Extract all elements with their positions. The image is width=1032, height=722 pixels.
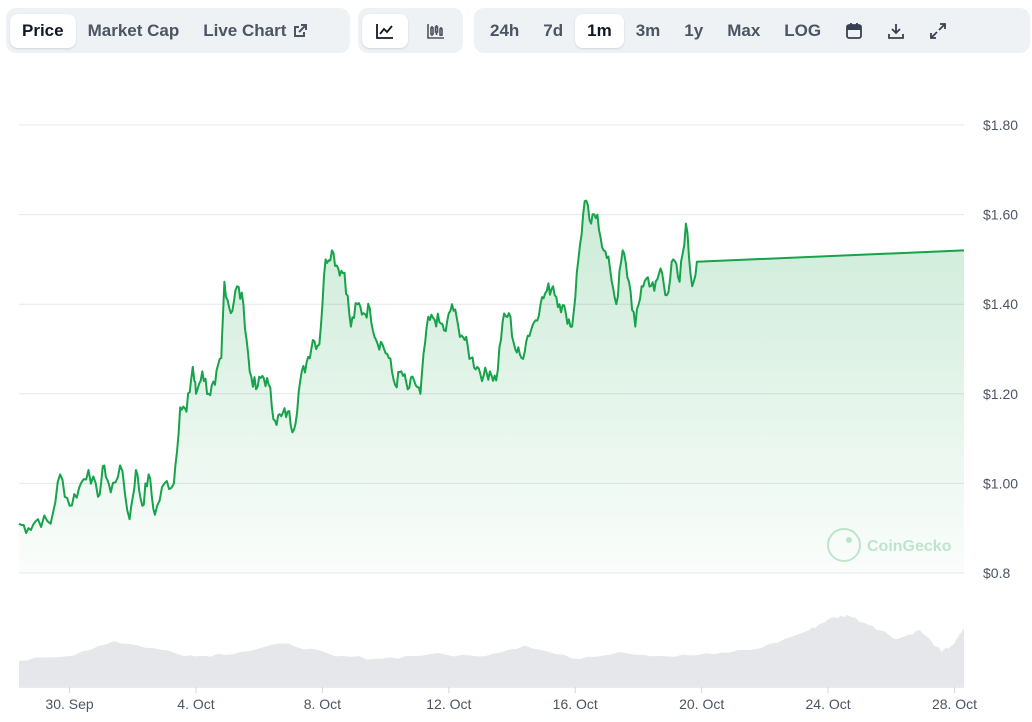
x-tick-label: 30. Sep — [45, 696, 93, 712]
range-group: 24h 7d 1m 3m 1y Max LOG — [474, 8, 1030, 53]
coingecko-logo-eye — [846, 537, 852, 543]
price-chart[interactable]: $0.8 $1.00 $1.20 $1.40 $1.60 $1.80 30. Sep 4. … — [0, 62, 1032, 722]
tab-group: Price Market Cap Live Chart — [6, 8, 350, 53]
y-tick-label: $1.40 — [983, 296, 1018, 312]
line-chart-icon — [376, 23, 394, 39]
fullscreen-button[interactable] — [917, 14, 959, 48]
external-link-icon — [292, 23, 308, 39]
range-max[interactable]: Max — [727, 20, 761, 40]
y-tick-label: $1.80 — [983, 117, 1018, 133]
chart-toolbar: Price Market Cap Live Chart 24h 7d 1m 3m… — [0, 0, 1032, 62]
expand-icon — [929, 22, 947, 40]
y-tick-label: $1.60 — [983, 207, 1018, 223]
coingecko-logo-icon — [827, 528, 861, 562]
watermark-text: CoinGecko — [867, 538, 952, 555]
download-icon — [887, 22, 905, 40]
chart-type-group — [358, 8, 463, 53]
y-tick-label: $1.20 — [983, 386, 1018, 402]
range-1y[interactable]: 1y — [684, 20, 704, 40]
y-tick-label: $1.00 — [983, 475, 1018, 491]
price-line — [18, 199, 965, 535]
line-chart-button[interactable] — [362, 13, 408, 48]
candlestick-button[interactable] — [413, 14, 459, 48]
y-tick-label: $0.8 — [983, 565, 1010, 581]
x-tick-label: 4. Oct — [177, 696, 214, 712]
x-tick-label: 28. Oct — [932, 696, 977, 712]
tab-live-chart-label: Live Chart — [203, 20, 287, 40]
price-area — [19, 200, 964, 573]
calendar-button[interactable] — [833, 14, 875, 48]
calendar-icon — [845, 22, 863, 40]
volume-area — [19, 615, 964, 686]
x-tick-label: 24. Oct — [806, 696, 851, 712]
tab-live-chart[interactable]: Live Chart — [191, 14, 320, 48]
x-tick-label: 16. Oct — [553, 696, 598, 712]
range-1m[interactable]: 1m — [575, 13, 624, 48]
log-toggle[interactable]: LOG — [784, 20, 822, 40]
coingecko-watermark: CoinGecko — [827, 528, 952, 562]
candlestick-icon — [427, 23, 445, 39]
x-tick-label: 8. Oct — [304, 696, 341, 712]
range-7d[interactable]: 7d — [543, 20, 564, 40]
range-24h[interactable]: 24h — [490, 20, 520, 40]
y-axis: $0.8 $1.00 $1.20 $1.40 $1.60 $1.80 — [983, 117, 1018, 581]
x-axis: 30. Sep 4. Oct 8. Oct 12. Oct 16. Oct 20. Oct… — [19, 686, 977, 712]
range-3m[interactable]: 3m — [635, 20, 661, 40]
x-tick-label: 12. Oct — [426, 696, 471, 712]
download-button[interactable] — [875, 14, 917, 48]
tab-market-cap[interactable]: Market Cap — [87, 20, 180, 40]
tab-price[interactable]: Price — [10, 13, 76, 48]
x-tick-label: 20. Oct — [679, 696, 724, 712]
